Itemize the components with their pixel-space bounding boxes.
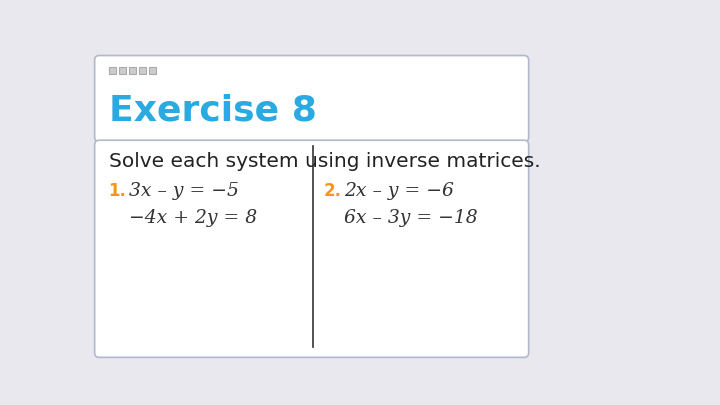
Text: 1.: 1. bbox=[109, 182, 127, 200]
Text: 6x – 3y = −18: 6x – 3y = −18 bbox=[344, 209, 478, 227]
Text: −4x + 2y = 8: −4x + 2y = 8 bbox=[129, 209, 257, 227]
FancyBboxPatch shape bbox=[149, 67, 156, 74]
FancyBboxPatch shape bbox=[94, 55, 528, 142]
FancyBboxPatch shape bbox=[94, 140, 528, 357]
FancyBboxPatch shape bbox=[129, 67, 136, 74]
Text: 2x – y = −6: 2x – y = −6 bbox=[344, 182, 454, 200]
Text: 2.: 2. bbox=[324, 182, 342, 200]
FancyBboxPatch shape bbox=[119, 67, 126, 74]
Text: Solve each system using inverse matrices.: Solve each system using inverse matrices… bbox=[109, 152, 540, 171]
FancyBboxPatch shape bbox=[139, 67, 145, 74]
FancyBboxPatch shape bbox=[109, 67, 116, 74]
Text: 3x – y = −5: 3x – y = −5 bbox=[129, 182, 238, 200]
Text: Exercise 8: Exercise 8 bbox=[109, 93, 317, 127]
